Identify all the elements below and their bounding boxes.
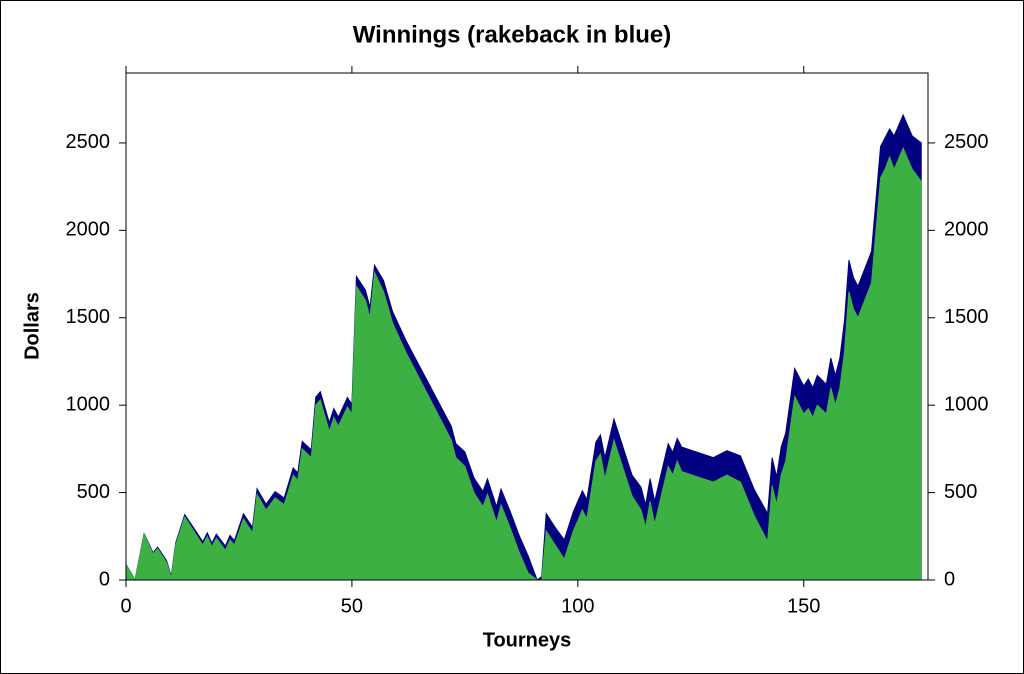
y2-tick-label: 500 xyxy=(944,481,977,503)
y2-tick-label: 2000 xyxy=(944,219,989,241)
y-tick-label: 1000 xyxy=(66,393,111,415)
y-tick-label: 1500 xyxy=(66,306,111,328)
x-tick-label: 0 xyxy=(120,595,131,617)
x-tick-label: 50 xyxy=(341,595,363,617)
y2-tick-label: 0 xyxy=(944,568,955,590)
x-tick-label: 100 xyxy=(561,595,594,617)
area xyxy=(125,146,922,582)
chart-title: Winnings (rakeback in blue) xyxy=(353,21,672,48)
y2-tick-label: 1000 xyxy=(944,393,989,415)
x-tick-label: 150 xyxy=(787,595,820,617)
x-axis-label: Tourneys xyxy=(483,629,572,651)
y2-tick-label: 2500 xyxy=(944,131,989,153)
y-tick-label: 2000 xyxy=(66,219,111,241)
y-tick-label: 500 xyxy=(77,481,110,503)
plot-border xyxy=(125,72,929,581)
y-tick-label: 0 xyxy=(99,568,110,590)
y-axis-label: Dollars xyxy=(21,292,43,360)
y2-tick-label: 1500 xyxy=(944,306,989,328)
y-tick-label: 2500 xyxy=(66,131,111,153)
